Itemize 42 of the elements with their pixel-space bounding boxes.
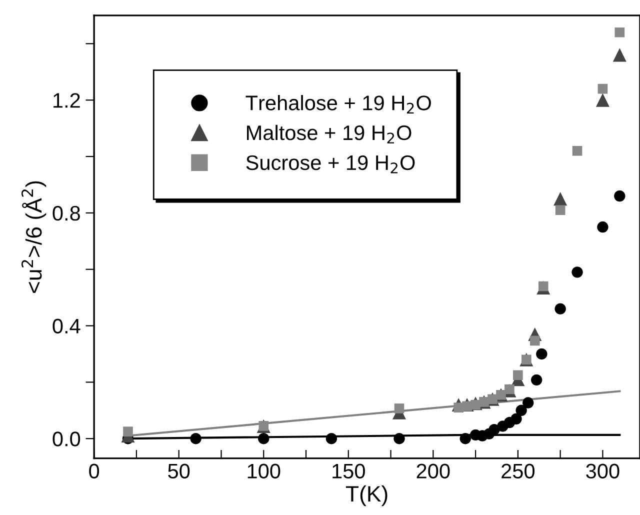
x-tick-label: 200 [416,464,450,479]
y-tick-label: 0.8 [52,206,80,221]
y-tick-label: 1.2 [54,93,80,108]
point [190,433,202,444]
point [614,27,625,38]
point [488,424,500,436]
point [596,93,610,107]
legend-label: Trehalose + 19 H$_{2}$O [246,95,431,114]
point [598,84,608,94]
point [614,190,626,202]
point [612,48,626,62]
x-tick-label: 150 [332,464,365,479]
x-axis-title: T(K) [346,485,388,506]
point [516,404,527,416]
point [258,433,270,444]
point [572,146,582,156]
point [530,336,540,346]
point [572,266,583,278]
legend-label: Sucrose + 19 H$_{2}$O [246,155,415,174]
point [554,303,566,314]
y-tick-label: 0.0 [52,432,80,446]
point [394,404,404,414]
point [510,413,522,424]
point [522,397,534,408]
legend-label: Maltose + 19 H$_{2}$O [247,124,412,144]
point [326,433,338,444]
x-tick-label: 0 [89,464,100,479]
x-tick-label: 300 [586,464,620,479]
point [513,370,523,380]
point [394,433,405,444]
point [123,426,133,436]
point [555,205,566,216]
y-tick-label: 0.4 [52,318,80,334]
x-tick-label: 250 [502,464,534,479]
point [460,433,471,444]
point [554,192,568,206]
point [530,374,542,386]
x-tick-label: 50 [168,464,190,479]
point [536,348,548,360]
x-tick-label: 100 [248,464,280,479]
y-axis-title: <u$^{2}$>/6 (Å$^{2}$) [21,181,46,293]
point [597,221,608,233]
